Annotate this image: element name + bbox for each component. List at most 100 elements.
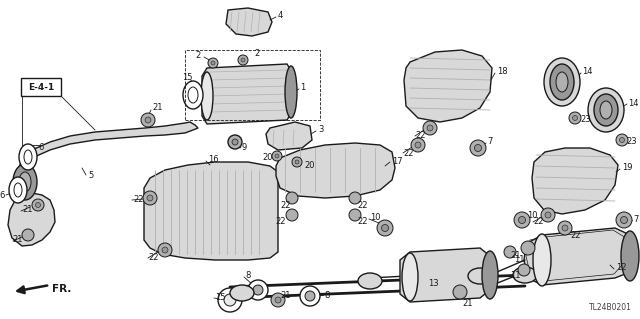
Ellipse shape [285,66,297,118]
Text: 16: 16 [208,155,219,165]
Text: 19: 19 [622,164,632,173]
Ellipse shape [158,243,172,257]
Ellipse shape [411,138,425,152]
Ellipse shape [616,212,632,228]
Ellipse shape [518,217,525,224]
Text: 21: 21 [22,205,33,214]
Ellipse shape [224,294,236,306]
Text: 21: 21 [12,235,22,244]
Text: 15: 15 [182,73,193,83]
Text: 10: 10 [527,211,538,219]
Ellipse shape [358,273,382,289]
Ellipse shape [470,140,486,156]
Ellipse shape [162,247,168,253]
Ellipse shape [616,134,628,146]
Text: 22: 22 [357,202,367,211]
Polygon shape [18,122,198,195]
Ellipse shape [208,58,218,68]
Ellipse shape [349,192,361,204]
Ellipse shape [9,177,27,203]
Ellipse shape [533,234,551,286]
Ellipse shape [423,121,437,135]
Ellipse shape [248,280,268,300]
Ellipse shape [415,142,421,148]
Ellipse shape [468,268,492,284]
Text: 9: 9 [242,144,247,152]
Text: 21: 21 [152,103,163,113]
Ellipse shape [545,212,551,218]
FancyBboxPatch shape [21,78,61,96]
Text: 11: 11 [510,271,520,279]
Ellipse shape [141,113,155,127]
Ellipse shape [19,144,37,170]
Ellipse shape [286,192,298,204]
Ellipse shape [381,225,388,232]
Ellipse shape [253,285,263,295]
Ellipse shape [218,288,242,312]
Text: 23: 23 [626,137,637,146]
Ellipse shape [13,164,37,200]
Text: 21: 21 [462,300,472,308]
Ellipse shape [295,160,299,164]
Ellipse shape [620,137,625,143]
Text: 10: 10 [370,213,381,222]
Text: 8: 8 [324,291,330,300]
Ellipse shape [272,151,282,161]
Ellipse shape [201,72,213,120]
Polygon shape [202,64,292,124]
Ellipse shape [621,217,627,224]
Ellipse shape [145,117,151,123]
Text: 5: 5 [88,170,93,180]
Text: 22: 22 [148,254,159,263]
Ellipse shape [600,101,612,119]
Text: 3: 3 [318,125,323,135]
Text: 21: 21 [280,291,291,300]
Ellipse shape [211,61,215,65]
Text: 7: 7 [487,137,492,146]
Text: TL24B0201: TL24B0201 [589,303,632,312]
Polygon shape [404,50,492,122]
Ellipse shape [300,286,320,306]
Text: 14: 14 [582,68,593,77]
Ellipse shape [292,157,302,167]
Text: 21: 21 [510,251,520,261]
Text: 8: 8 [245,271,250,280]
Ellipse shape [143,191,157,205]
Ellipse shape [183,81,203,109]
Ellipse shape [286,209,298,221]
Ellipse shape [513,267,537,283]
Text: 2: 2 [254,49,259,58]
Text: 22: 22 [133,196,143,204]
Ellipse shape [349,209,361,221]
Text: 22: 22 [275,218,285,226]
Ellipse shape [427,125,433,131]
Ellipse shape [305,291,315,301]
Ellipse shape [402,253,418,301]
Polygon shape [532,148,618,214]
Ellipse shape [482,251,498,299]
Polygon shape [8,193,55,246]
Text: 18: 18 [497,68,508,77]
Text: 15: 15 [215,293,225,302]
Ellipse shape [518,264,530,276]
Ellipse shape [474,145,481,152]
Ellipse shape [573,115,577,121]
Text: 22: 22 [403,149,413,158]
Polygon shape [524,228,638,285]
Ellipse shape [232,139,238,145]
Ellipse shape [588,88,624,132]
Ellipse shape [275,297,281,303]
Text: 12: 12 [616,263,627,272]
Ellipse shape [544,58,580,106]
Text: 22: 22 [280,202,291,211]
Ellipse shape [556,72,568,92]
Ellipse shape [238,55,248,65]
Ellipse shape [22,229,34,241]
Polygon shape [276,143,395,198]
Ellipse shape [541,208,555,222]
Text: 17: 17 [392,158,403,167]
Text: 7: 7 [633,216,638,225]
Ellipse shape [188,87,198,103]
Text: FR.: FR. [52,284,72,294]
Ellipse shape [19,172,31,192]
